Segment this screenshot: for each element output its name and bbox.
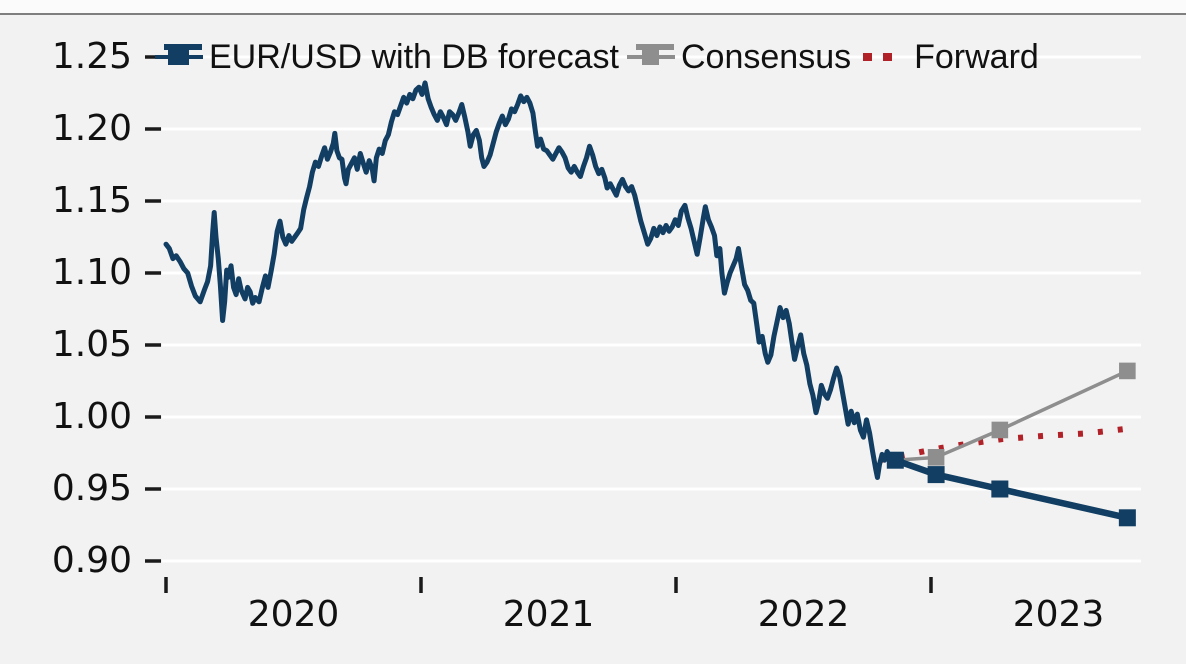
- consensus-marker: [927, 449, 945, 466]
- x-axis-label: 2021: [502, 594, 595, 635]
- legend-label-forward: Forward: [914, 38, 1039, 76]
- db-forecast-line: [894, 457, 1129, 521]
- consensus-marker: [991, 421, 1009, 439]
- db-forecast-marker: [991, 480, 1009, 498]
- consensus-line-marker-icon: [627, 42, 675, 72]
- legend: EUR/USD with DB forecast Consensus Forwa…: [155, 40, 1039, 74]
- consensus-line: [895, 369, 1129, 462]
- y-axis-label: 1.05: [51, 324, 132, 365]
- db-forecast-marker: [1118, 509, 1136, 527]
- x-axis-label: 2020: [247, 594, 340, 635]
- legend-label-consensus: Consensus: [681, 38, 852, 76]
- y-axis-label: 1.20: [51, 108, 132, 149]
- y-axis-label: 1.10: [51, 252, 132, 293]
- x-axis-label: 2023: [1012, 594, 1105, 635]
- forward-dots-icon: [863, 42, 900, 72]
- legend-item-consensus: Consensus: [627, 40, 851, 74]
- y-axis-label: 1.15: [51, 180, 132, 221]
- history-line: [163, 80, 898, 480]
- legend-item-forward: Forward: [863, 40, 1039, 74]
- header-divider: [0, 0, 1186, 15]
- y-axis-label: 0.90: [51, 540, 132, 581]
- db-forecast-marker: [927, 466, 945, 484]
- y-axis-label: 0.95: [51, 468, 132, 509]
- y-axis-label: 1.25: [51, 36, 132, 77]
- db-forecast-marker: [886, 451, 904, 469]
- y-axis-label: 1.00: [51, 396, 132, 437]
- legend-label-eurusd: EUR/USD with DB forecast: [209, 38, 619, 76]
- consensus-marker: [1119, 362, 1136, 380]
- forward-dotted-line: [879, 424, 1136, 464]
- legend-item-eurusd: EUR/USD with DB forecast: [155, 40, 619, 74]
- eurusd-line-marker-icon: [155, 42, 203, 72]
- x-axis-label: 2022: [757, 594, 850, 635]
